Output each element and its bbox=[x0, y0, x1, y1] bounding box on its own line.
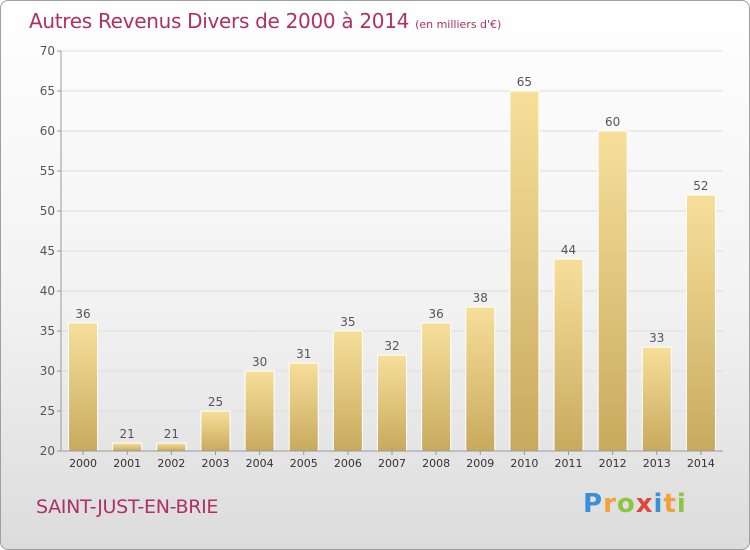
logo-letter: x bbox=[635, 489, 654, 519]
data-label-2002: 21 bbox=[164, 427, 179, 441]
bar-2014 bbox=[685, 194, 716, 452]
axes bbox=[60, 51, 723, 452]
y-tick-label: 50 bbox=[40, 204, 55, 218]
x-axis-ticks: 2000 2001 2002 2003 2004 2005 2006 2007 2008 2009… bbox=[69, 451, 715, 470]
proxiti-logo: Proxiti bbox=[583, 489, 687, 519]
y-tick-label: 20 bbox=[40, 444, 55, 458]
x-tick-label-2000: 2000 bbox=[69, 457, 97, 470]
data-label-2008: 36 bbox=[428, 307, 443, 321]
bar-2009 bbox=[465, 306, 496, 452]
data-label-2004: 30 bbox=[252, 355, 267, 369]
x-tick-label-2007: 2007 bbox=[378, 457, 406, 470]
bar-2006 bbox=[332, 330, 363, 452]
data-label-2006: 35 bbox=[340, 315, 355, 329]
bar-2012 bbox=[597, 130, 628, 452]
x-tick-label-2009: 2009 bbox=[466, 457, 494, 470]
y-axis-ticks: 20 25 30 35 40 45 50 55 60 65 70 bbox=[40, 44, 61, 458]
city-name: SAINT-JUST-EN-BRIE bbox=[36, 496, 219, 518]
data-label-2011: 44 bbox=[561, 243, 576, 257]
data-label-2010: 65 bbox=[517, 75, 532, 89]
bar-2010 bbox=[509, 90, 540, 452]
bars bbox=[68, 90, 716, 452]
x-tick-label-2011: 2011 bbox=[555, 457, 583, 470]
x-tick-label-2014: 2014 bbox=[687, 457, 715, 470]
x-tick-label-2005: 2005 bbox=[290, 457, 318, 470]
x-tick-label-2002: 2002 bbox=[157, 457, 185, 470]
y-tick-label: 25 bbox=[40, 404, 55, 418]
y-tick-label: 35 bbox=[40, 324, 55, 338]
bar-2011 bbox=[553, 258, 584, 452]
data-label-2000: 36 bbox=[75, 307, 90, 321]
data-label-2012: 60 bbox=[605, 115, 620, 129]
data-labels: 36 21 21 25 30 31 35 32 36 38 65 44 60 33 52 bbox=[75, 75, 708, 441]
bar-2003 bbox=[200, 410, 231, 452]
logo-letter: r bbox=[603, 489, 617, 519]
logo-letter: i bbox=[676, 489, 687, 519]
logo-letter: i bbox=[653, 489, 664, 519]
bar-2000 bbox=[68, 322, 99, 452]
data-label-2014: 52 bbox=[693, 179, 708, 193]
x-tick-label-2010: 2010 bbox=[510, 457, 538, 470]
x-tick-label-2004: 2004 bbox=[246, 457, 274, 470]
bar-2001 bbox=[112, 442, 143, 452]
chart-title-unit: (en milliers d'€) bbox=[415, 18, 502, 31]
y-tick-label: 45 bbox=[40, 244, 55, 258]
y-tick-label: 65 bbox=[40, 84, 55, 98]
data-label-2001: 21 bbox=[120, 427, 135, 441]
x-tick-label-2008: 2008 bbox=[422, 457, 450, 470]
y-tick-label: 60 bbox=[40, 124, 55, 138]
bar-2004 bbox=[244, 370, 275, 452]
data-label-2005: 31 bbox=[296, 347, 311, 361]
chart-title: Autres Revenus Divers de 2000 à 2014 (en … bbox=[29, 9, 501, 33]
y-tick-label: 55 bbox=[40, 164, 55, 178]
x-tick-label-2003: 2003 bbox=[201, 457, 229, 470]
x-tick-label-2001: 2001 bbox=[113, 457, 141, 470]
chart-title-main: Autres Revenus Divers de 2000 à 2014 bbox=[29, 9, 410, 33]
x-tick-label-2006: 2006 bbox=[334, 457, 362, 470]
data-label-2007: 32 bbox=[384, 339, 399, 353]
bar-2005 bbox=[288, 362, 319, 452]
x-tick-label-2013: 2013 bbox=[643, 457, 671, 470]
y-tick-label: 30 bbox=[40, 364, 55, 378]
data-label-2003: 25 bbox=[208, 395, 223, 409]
x-tick-label-2012: 2012 bbox=[599, 457, 627, 470]
y-tick-label: 70 bbox=[40, 44, 55, 58]
y-tick-label: 40 bbox=[40, 284, 55, 298]
data-label-2013: 33 bbox=[649, 331, 664, 345]
logo-letter: P bbox=[583, 489, 604, 519]
logo-letter: t bbox=[663, 489, 677, 519]
bar-2002 bbox=[156, 442, 187, 452]
data-label-2009: 38 bbox=[473, 291, 488, 305]
bar-2007 bbox=[377, 354, 407, 452]
bar-2013 bbox=[641, 346, 672, 452]
logo-letter: o bbox=[616, 489, 636, 519]
bar-2008 bbox=[421, 322, 452, 452]
